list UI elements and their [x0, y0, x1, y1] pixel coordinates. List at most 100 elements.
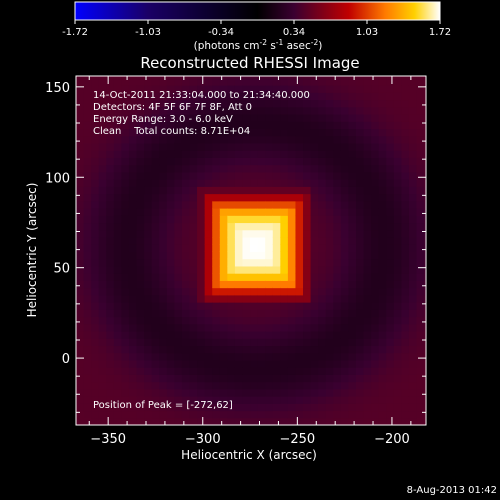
heatmap-pixel	[371, 208, 380, 216]
heatmap-pixel	[318, 77, 327, 86]
heatmap-pixel	[280, 121, 289, 130]
heatmap-pixel	[303, 338, 312, 347]
heatmap-pixel	[151, 323, 160, 332]
heatmap-pixel	[386, 215, 395, 224]
heatmap-pixel	[91, 215, 100, 224]
heatmap-pixel	[166, 302, 175, 310]
heatmap-pixel	[333, 99, 342, 108]
heatmap-pixel	[174, 273, 183, 281]
heatmap-pixel	[393, 179, 403, 187]
heatmap-pixel	[265, 265, 274, 274]
heatmap-pixel	[151, 287, 160, 296]
heatmap-pixel	[348, 309, 357, 318]
heatmap-pixel	[318, 345, 327, 354]
heatmap-pixel	[204, 135, 213, 144]
heatmap-pixel	[424, 113, 426, 122]
heatmap-pixel	[363, 179, 372, 187]
heatmap-pixel	[393, 135, 403, 144]
heatmap-pixel	[333, 330, 342, 339]
heatmap-pixel	[197, 294, 206, 303]
heatmap-pixel	[272, 294, 281, 303]
heatmap-pixel	[166, 273, 175, 281]
heatmap-pixel	[106, 294, 115, 303]
heatmap-pixel	[189, 410, 198, 419]
heatmap-pixel	[234, 150, 244, 158]
heatmap-pixel	[113, 280, 123, 289]
heatmap-pixel	[159, 417, 168, 425]
heatmap-pixel	[257, 374, 266, 383]
heatmap-pixel	[416, 410, 425, 419]
heatmap-pixel	[378, 164, 387, 173]
heatmap-pixel	[408, 121, 418, 130]
heatmap-pixel	[227, 280, 236, 289]
heatmap-pixel	[318, 287, 327, 296]
heatmap-pixel	[386, 179, 395, 187]
heatmap-pixel	[212, 251, 221, 260]
heatmap-pixel	[272, 200, 281, 209]
heatmap-pixel	[181, 150, 191, 158]
heatmap-pixel	[212, 77, 221, 86]
heatmap-pixel	[424, 200, 426, 209]
heatmap-pixel	[250, 410, 259, 419]
heatmap-pixel	[121, 359, 130, 368]
heatmap-pixel	[219, 236, 228, 245]
heatmap-pixel	[386, 302, 395, 310]
heatmap-pixel	[166, 396, 175, 404]
heatmap-pixel	[265, 179, 274, 187]
heatmap-pixel	[310, 280, 319, 289]
heatmap-pixel	[174, 294, 183, 303]
heatmap-pixel	[91, 135, 100, 144]
heatmap-pixel	[219, 403, 228, 412]
heatmap-pixel	[318, 302, 327, 310]
heatmap-pixel	[257, 244, 266, 252]
heatmap-pixel	[181, 258, 191, 267]
heatmap-pixel	[212, 302, 221, 310]
heatmap-pixel	[303, 92, 312, 101]
heatmap-pixel	[250, 302, 259, 310]
heatmap-pixel	[242, 229, 251, 238]
heatmap-pixel	[106, 229, 115, 238]
heatmap-pixel	[393, 374, 403, 383]
heatmap-pixel	[197, 76, 206, 79]
heatmap-pixel	[83, 85, 92, 93]
heatmap-pixel	[386, 208, 395, 216]
heatmap-pixel	[333, 92, 342, 101]
heatmap-pixel	[393, 193, 403, 202]
heatmap-pixel	[197, 388, 206, 397]
heatmap-pixel	[76, 171, 85, 180]
heatmap-pixel	[333, 323, 342, 332]
heatmap-pixel	[234, 359, 244, 368]
heatmap-pixel	[333, 403, 342, 412]
heatmap-pixel	[113, 302, 123, 310]
heatmap-pixel	[166, 99, 175, 108]
heatmap-pixel	[325, 388, 334, 397]
heatmap-pixel	[174, 417, 183, 425]
heatmap-pixel	[386, 403, 395, 412]
heatmap-pixel	[371, 302, 380, 310]
heatmap-pixel	[333, 77, 342, 86]
heatmap-pixel	[227, 157, 236, 166]
heatmap-pixel	[378, 179, 387, 187]
heatmap-pixel	[348, 222, 357, 231]
heatmap-pixel	[181, 302, 191, 310]
heatmap-pixel	[272, 345, 281, 354]
heatmap-pixel	[197, 367, 206, 375]
heatmap-pixel	[356, 128, 365, 137]
heatmap-pixel	[303, 135, 312, 144]
heatmap-pixel	[386, 142, 395, 151]
heatmap-pixel	[348, 150, 357, 158]
heatmap-pixel	[166, 403, 175, 412]
heatmap-pixel	[401, 403, 410, 412]
heatmap-pixel	[371, 244, 380, 252]
heatmap-pixel	[280, 236, 289, 245]
heatmap-pixel	[189, 171, 198, 180]
heatmap-pixel	[393, 330, 403, 339]
heatmap-pixel	[159, 142, 168, 151]
heatmap-pixel	[287, 374, 297, 383]
heatmap-pixel	[265, 287, 274, 296]
heatmap-pixel	[310, 186, 319, 195]
heatmap-pixel	[287, 142, 297, 151]
heatmap-pixel	[136, 417, 145, 425]
heatmap-pixel	[204, 164, 213, 173]
heatmap-pixel	[340, 208, 350, 216]
